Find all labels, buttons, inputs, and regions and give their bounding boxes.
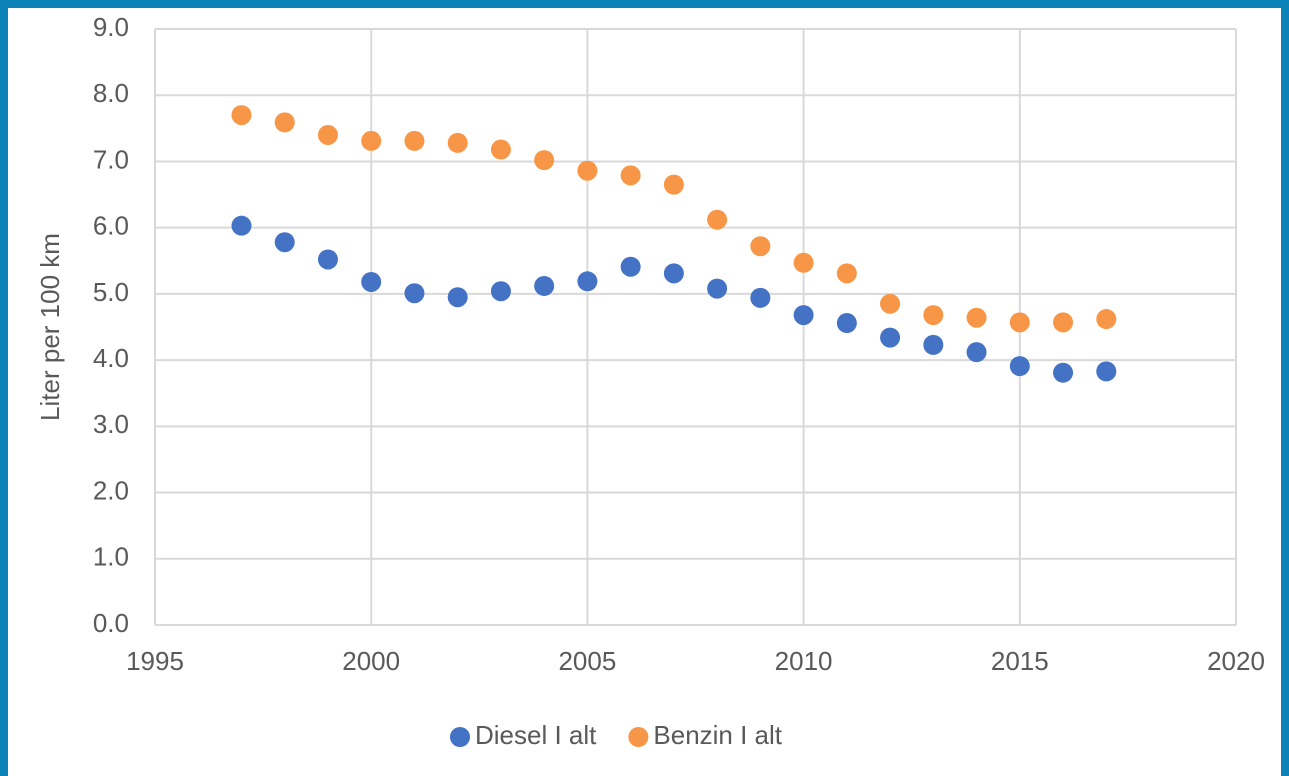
y-tick-label: 4.0: [93, 343, 129, 373]
y-tick-label: 5.0: [93, 277, 129, 307]
data-point: [836, 313, 857, 334]
data-point: [923, 334, 944, 355]
legend-label: Diesel I alt: [475, 720, 597, 750]
data-point: [620, 165, 641, 186]
data-point: [231, 215, 252, 236]
data-point: [880, 327, 901, 348]
y-tick-label: 2.0: [93, 475, 129, 505]
data-point: [793, 305, 814, 326]
data-point: [1009, 312, 1030, 333]
data-point: [404, 283, 425, 304]
data-point: [534, 275, 555, 296]
x-tick-label: 2005: [558, 646, 616, 676]
data-point: [1009, 356, 1030, 377]
data-point: [966, 342, 987, 363]
legend-marker: [450, 727, 470, 747]
data-point: [490, 139, 511, 160]
data-point: [361, 271, 382, 292]
data-point: [577, 271, 598, 292]
legend-label: Benzin I alt: [653, 720, 782, 750]
data-point: [404, 130, 425, 151]
x-tick-label: 2015: [991, 646, 1049, 676]
data-point: [1096, 361, 1117, 382]
data-point: [317, 124, 338, 145]
data-point: [620, 256, 641, 277]
data-point: [1053, 312, 1074, 333]
y-tick-label: 1.0: [93, 542, 129, 572]
y-tick-label: 0.0: [93, 608, 129, 638]
data-point: [750, 287, 771, 308]
x-tick-label: 2010: [775, 646, 833, 676]
data-point: [836, 263, 857, 284]
y-tick-label: 7.0: [93, 144, 129, 174]
data-point: [447, 132, 468, 153]
data-point: [577, 160, 598, 181]
data-point: [274, 112, 295, 133]
y-axis-label: Liter per 100 km: [35, 233, 65, 421]
data-point: [750, 236, 771, 257]
data-point: [663, 263, 684, 284]
chart-background: [8, 8, 1281, 776]
legend-marker: [628, 727, 649, 747]
data-point: [923, 305, 944, 326]
data-point: [663, 174, 684, 195]
data-point: [707, 278, 728, 299]
y-tick-label: 3.0: [93, 409, 129, 439]
data-point: [1096, 309, 1117, 330]
x-tick-label: 2000: [342, 646, 400, 676]
data-point: [1053, 362, 1074, 383]
y-tick-label: 9.0: [93, 12, 129, 42]
data-point: [317, 249, 338, 270]
y-tick-label: 6.0: [93, 211, 129, 241]
data-point: [361, 130, 382, 151]
data-point: [447, 287, 468, 308]
data-point: [880, 293, 901, 314]
data-point: [274, 232, 295, 253]
data-point: [490, 281, 511, 302]
data-point: [534, 150, 555, 171]
data-point: [793, 252, 814, 273]
data-point: [966, 307, 987, 328]
data-point: [231, 105, 252, 126]
y-tick-label: 8.0: [93, 78, 129, 108]
x-tick-label: 2020: [1207, 646, 1265, 676]
x-tick-label: 1995: [126, 646, 184, 676]
data-point: [707, 209, 728, 230]
